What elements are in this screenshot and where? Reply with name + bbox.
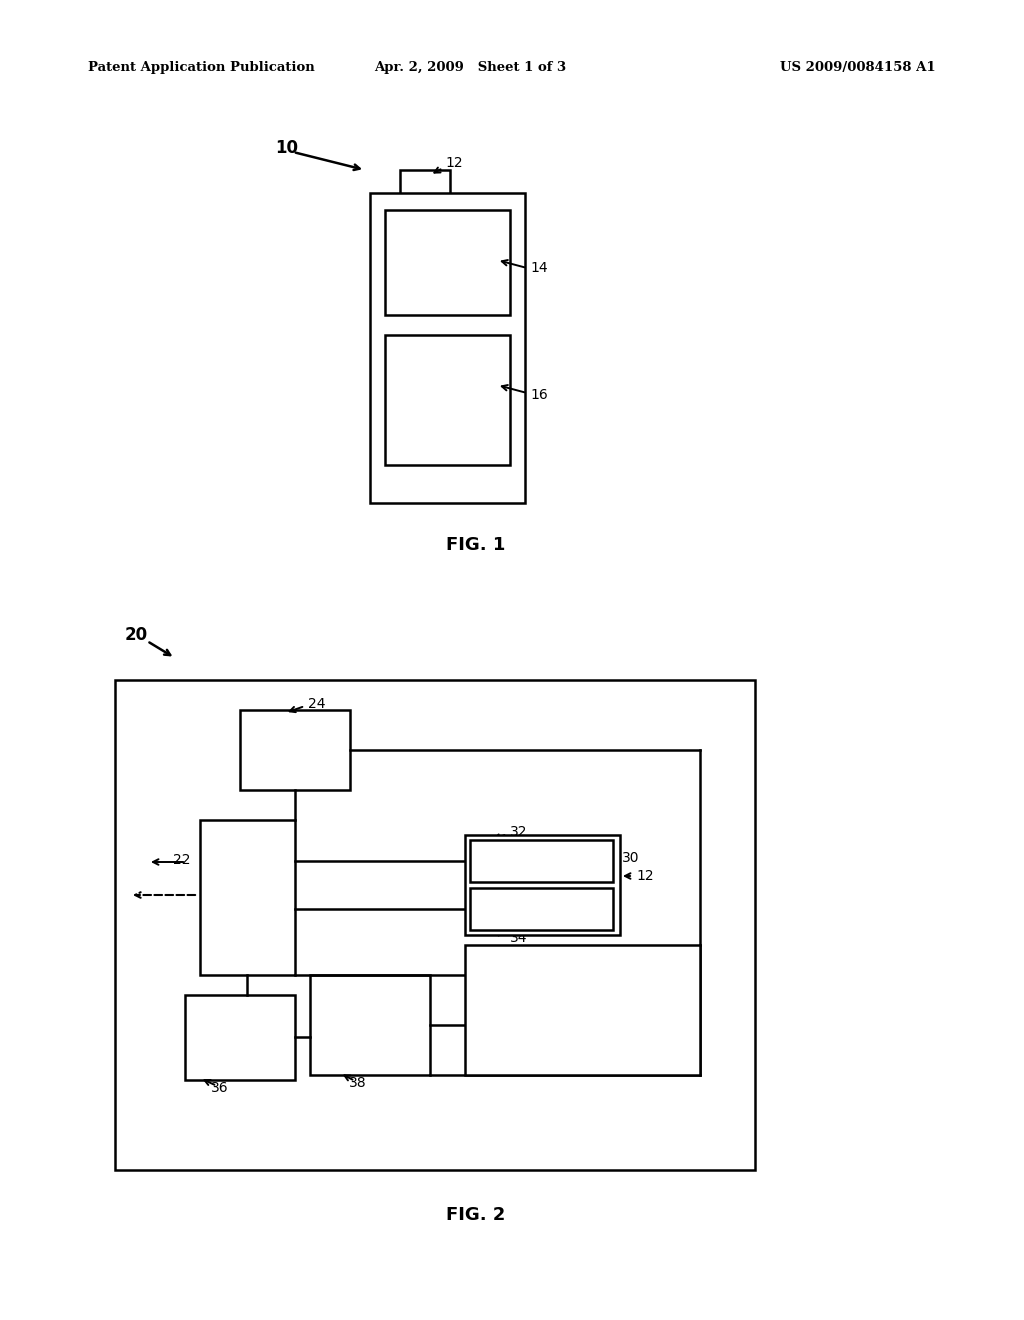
Text: 36: 36 bbox=[211, 1081, 228, 1096]
Text: 34: 34 bbox=[510, 931, 527, 945]
Text: 30: 30 bbox=[622, 851, 640, 865]
Text: 22: 22 bbox=[172, 853, 190, 867]
Text: Apr. 2, 2009   Sheet 1 of 3: Apr. 2, 2009 Sheet 1 of 3 bbox=[374, 62, 566, 74]
Bar bbox=[200, 820, 295, 975]
Text: 38: 38 bbox=[349, 1076, 367, 1090]
Text: 24: 24 bbox=[308, 697, 326, 711]
Text: 32: 32 bbox=[510, 825, 527, 840]
Bar bbox=[400, 170, 450, 195]
Text: FIG. 1: FIG. 1 bbox=[446, 536, 506, 554]
Text: US 2009/0084158 A1: US 2009/0084158 A1 bbox=[780, 62, 936, 74]
Text: 14: 14 bbox=[530, 261, 548, 275]
Bar bbox=[470, 888, 613, 931]
Text: 10: 10 bbox=[275, 139, 298, 157]
Bar bbox=[370, 193, 525, 503]
Bar bbox=[465, 945, 700, 1074]
Bar bbox=[185, 995, 295, 1080]
Text: Patent Application Publication: Patent Application Publication bbox=[88, 62, 314, 74]
Bar bbox=[470, 840, 613, 882]
Text: 16: 16 bbox=[530, 388, 548, 403]
Bar bbox=[310, 975, 430, 1074]
Text: 12: 12 bbox=[445, 156, 463, 170]
Bar bbox=[465, 836, 620, 935]
Bar bbox=[115, 680, 755, 1170]
Bar bbox=[240, 710, 350, 789]
Bar bbox=[385, 335, 510, 465]
Text: FIG. 2: FIG. 2 bbox=[446, 1206, 506, 1224]
Bar bbox=[385, 210, 510, 315]
Text: 12: 12 bbox=[636, 869, 653, 883]
Text: 20: 20 bbox=[125, 626, 148, 644]
